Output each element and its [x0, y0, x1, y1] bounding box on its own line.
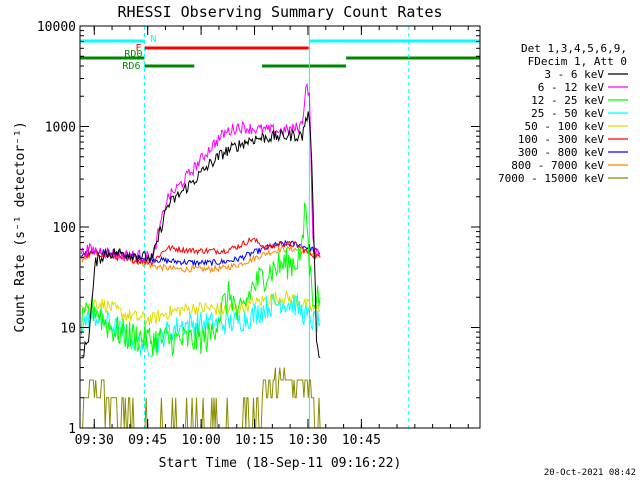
legend-entry-label: 50 - 100 keV [525, 120, 605, 133]
legend-entry-label: 7000 - 15000 keV [498, 172, 604, 185]
legend-entry-label: 6 - 12 keV [538, 81, 605, 94]
vertical-marker-lines [79, 26, 410, 428]
y-tick-label: 10 [60, 322, 76, 337]
series-line [80, 202, 321, 357]
flag-bar-label: F [135, 43, 141, 54]
legend-entry-label: 300 - 800 keV [518, 146, 604, 159]
legend-entry-label: 800 - 7000 keV [511, 159, 604, 172]
series-line [81, 111, 321, 359]
flag-bar-label: RD0 [124, 49, 142, 60]
series-line [81, 367, 321, 429]
legend-entry-label: 12 - 25 keV [531, 94, 604, 107]
legend-entry-label: 100 - 300 keV [518, 133, 604, 146]
x-tick-label: 09:30 [75, 433, 114, 448]
chart-title: RHESSI Observing Summary Count Rates [117, 3, 442, 21]
series-line [80, 289, 321, 326]
y-axis-label: Count Rate (s⁻¹ detector⁻¹) [13, 121, 28, 332]
y-tick-label: 10000 [37, 20, 76, 35]
legend-header: FDecim 1, Att 0 [528, 55, 627, 68]
flag-bar-label: N [150, 34, 156, 45]
y-tick-label: 1 [68, 422, 76, 437]
x-tick-label: 09:45 [128, 433, 167, 448]
render-timestamp: 20-Oct-2021 08:42 [544, 468, 636, 478]
series-line [80, 82, 321, 264]
flag-bar-label: RD6 [122, 61, 140, 72]
series-lines [80, 82, 321, 429]
x-axis-label: Start Time (18-Sep-11 09:16:22) [159, 456, 402, 471]
y-tick-label: 100 [53, 221, 76, 236]
x-tick-label: 10:30 [288, 433, 327, 448]
legend: Det 1,3,4,5,6,9,FDecim 1, Att 03 - 6 keV… [498, 42, 628, 185]
y-tick-label: 1000 [45, 121, 76, 136]
x-tick-label: 10:15 [235, 433, 274, 448]
legend-entry-label: 25 - 50 keV [531, 107, 604, 120]
x-tick-label: 10:00 [182, 433, 221, 448]
plot-axes: 1 10 100 1000 10000 09:30 09:45 10:00 10:15 10:30… [37, 20, 481, 448]
x-tick-label: 10:45 [342, 433, 381, 448]
legend-entry-label: 3 - 6 keV [544, 68, 604, 81]
legend-header: Det 1,3,4,5,6,9, [521, 42, 627, 55]
